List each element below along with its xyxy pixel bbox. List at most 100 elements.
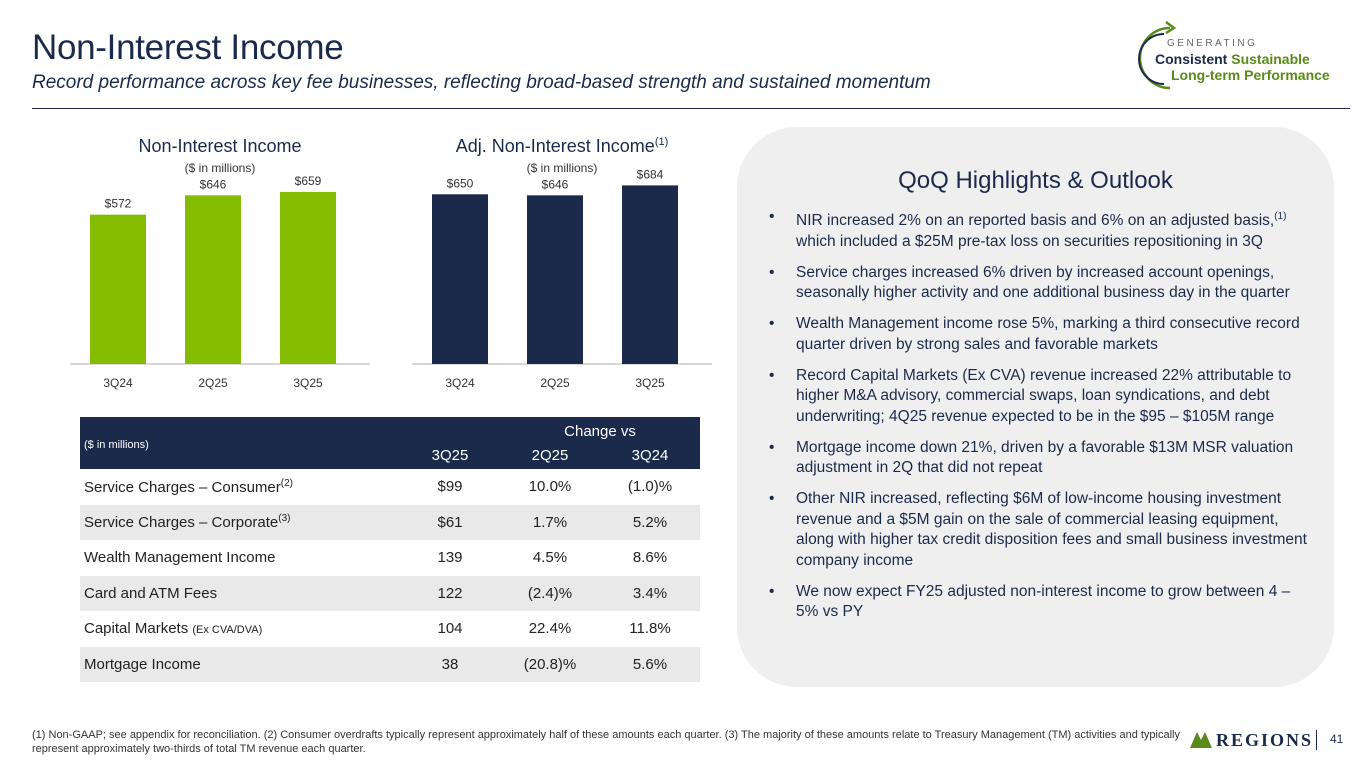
row-value: 1.7% bbox=[532, 513, 568, 531]
bar bbox=[622, 185, 678, 364]
footnote: (1) Non-GAAP; see appendix for reconcili… bbox=[32, 729, 1180, 755]
page-title: Non-Interest Income bbox=[32, 28, 344, 67]
row-label-note: (Ex CVA/DVA) bbox=[192, 624, 263, 637]
row-label: Wealth Management Income bbox=[80, 540, 400, 576]
x-tick-label: 3Q25 bbox=[293, 376, 323, 390]
x-tick-label: 3Q25 bbox=[635, 376, 665, 390]
highlight-item: • Mortgage income down 21%, driven by a f… bbox=[769, 438, 1309, 479]
header-divider bbox=[32, 108, 1350, 109]
row-value: 11.8% bbox=[629, 620, 671, 638]
bullet-icon: • bbox=[769, 315, 775, 333]
x-tick-label: 3Q24 bbox=[103, 376, 133, 390]
bar bbox=[527, 195, 583, 364]
bullet-icon: • bbox=[769, 366, 775, 384]
row-footnote: (3) bbox=[278, 513, 291, 525]
bar-data-label: $650 bbox=[447, 176, 474, 190]
bar-data-label: $684 bbox=[637, 167, 664, 181]
row-label: Service Charges – Consumer(2) bbox=[80, 469, 400, 505]
highlight-text: Wealth Management income rose 5%, markin… bbox=[796, 315, 1300, 353]
regions-leaf-icon bbox=[1190, 732, 1212, 748]
chart-subtitle: ($ in millions) bbox=[526, 161, 598, 175]
table-row: Service Charges – Corporate(3) $61 1.7% 5.2… bbox=[80, 504, 700, 541]
row-value: 3.4% bbox=[632, 584, 668, 602]
bar bbox=[432, 194, 488, 364]
tagline-longterm: Long-term Performance bbox=[1171, 67, 1330, 83]
bar bbox=[280, 191, 336, 364]
bullet-icon: • bbox=[769, 263, 775, 281]
tagline-generating: GENERATING bbox=[1167, 38, 1258, 49]
row-value: $61 bbox=[437, 513, 463, 531]
row-value: 10.0% bbox=[528, 478, 572, 496]
table-row: Capital Markets (Ex CVA/DVA) 104 22.4% 11.8… bbox=[80, 611, 700, 647]
highlight-text: Mortgage income down 21%, driven by a fa… bbox=[796, 438, 1294, 477]
tagline-line1: Consistent Sustainable bbox=[1155, 51, 1310, 67]
x-tick-label: 3Q24 bbox=[445, 376, 475, 390]
row-value: 8.6% bbox=[632, 549, 668, 567]
row-value: 5.2% bbox=[632, 513, 668, 531]
row-footnote: (2) bbox=[280, 477, 293, 489]
highlight-item: • Service charges increased 6% driven by … bbox=[769, 263, 1309, 304]
highlights-title: QoQ Highlights & Outlook bbox=[898, 167, 1173, 194]
row-value: 104 bbox=[437, 620, 463, 638]
chart-title-footnote: (1) bbox=[654, 136, 669, 148]
highlight-item: • Wealth Management income rose 5%, marki… bbox=[769, 314, 1309, 355]
nir-breakdown-table: ($ in millions) Change vs 3Q25 2Q25 3Q24… bbox=[80, 417, 700, 682]
chart-subtitle: ($ in millions) bbox=[184, 161, 256, 175]
chart-title-text: Adj. Non-Interest Income bbox=[455, 136, 655, 156]
row-value: $99 bbox=[437, 478, 463, 496]
bullet-icon: • bbox=[769, 438, 775, 456]
table-change-vs: Change vs bbox=[564, 422, 636, 440]
row-label-text: Wealth Management Income bbox=[84, 549, 276, 567]
highlight-item: • Record Capital Markets (Ex CVA) revenue… bbox=[769, 366, 1309, 428]
highlight-item: • Other NIR increased, reflecting $6M of … bbox=[769, 489, 1309, 571]
page-number: 41 bbox=[1330, 732, 1344, 746]
highlight-text-cont: which included a $25M pre-tax loss on se… bbox=[796, 232, 1263, 250]
table-row: Wealth Management Income 139 4.5% 8.6% bbox=[80, 540, 700, 576]
row-label: Mortgage Income bbox=[80, 647, 400, 683]
bar-data-label: $646 bbox=[542, 177, 569, 191]
tagline-consistent: Consistent bbox=[1155, 51, 1228, 67]
footer-divider bbox=[1316, 730, 1317, 750]
tagline-arc-icon bbox=[1138, 21, 1177, 90]
row-value: (20.8)% bbox=[523, 655, 577, 673]
adj-nir-chart: Adj. Non-Interest Income(1) ($ in millio… bbox=[412, 136, 712, 396]
highlight-item: • We now expect FY25 adjusted non-interes… bbox=[769, 582, 1309, 623]
nir-chart-plot: $572 3Q24 $646 2Q25 $659 3Q25 bbox=[70, 174, 370, 390]
regions-logo: REGIONS bbox=[1188, 726, 1311, 752]
highlights-list: • NIR increased 2% on an reported basis a… bbox=[769, 207, 1309, 633]
row-label-text: Service Charges – Corporate bbox=[84, 514, 279, 532]
bar-data-label: $646 bbox=[200, 177, 227, 191]
row-value: (2.4)% bbox=[527, 584, 573, 602]
chart-title: Adj. Non-Interest Income(1) bbox=[412, 136, 712, 157]
bullet-icon: • bbox=[769, 208, 775, 225]
x-tick-label: 2Q25 bbox=[540, 376, 570, 390]
table-row: Mortgage Income 38 (20.8)% 5.6% bbox=[80, 646, 700, 683]
row-label-text: Capital Markets bbox=[84, 620, 189, 638]
nir-chart: Non-Interest Income ($ in millions) $572… bbox=[70, 136, 370, 396]
page-subtitle: Record performance across key fee busine… bbox=[32, 72, 931, 93]
row-value: 139 bbox=[437, 549, 463, 567]
row-label-text: Mortgage Income bbox=[84, 655, 201, 673]
row-value: 22.4% bbox=[528, 620, 572, 638]
row-label-text: Card and ATM Fees bbox=[84, 584, 218, 602]
table-row: Card and ATM Fees 122 (2.4)% 3.4% bbox=[80, 575, 700, 611]
chart-title: Non-Interest Income bbox=[138, 136, 302, 156]
highlight-footnote: (1) bbox=[1274, 211, 1287, 222]
bar bbox=[90, 214, 146, 364]
bar-data-label: $659 bbox=[295, 174, 322, 188]
highlight-text: Other NIR increased, reflecting $6M of l… bbox=[796, 490, 1307, 569]
highlight-item: • NIR increased 2% on an reported basis a… bbox=[769, 207, 1309, 252]
row-label: Service Charges – Corporate(3) bbox=[80, 505, 400, 541]
highlight-text: Service charges increased 6% driven by i… bbox=[796, 263, 1290, 302]
highlights-panel: QoQ Highlights & Outlook • NIR increased … bbox=[737, 127, 1334, 687]
highlight-text: NIR increased 2% on an reported basis an… bbox=[796, 212, 1275, 230]
highlight-text: Record Capital Markets (Ex CVA) revenue … bbox=[796, 366, 1292, 425]
row-value: 122 bbox=[437, 584, 463, 602]
bullet-icon: • bbox=[769, 490, 775, 508]
table-col-header: 3Q25 bbox=[431, 446, 469, 464]
row-value: 4.5% bbox=[532, 549, 568, 567]
row-value: 5.6% bbox=[632, 655, 668, 673]
brand-tagline: GENERATING Consistent Sustainable Long-t… bbox=[1130, 20, 1350, 90]
row-value: (1.0)% bbox=[627, 478, 673, 496]
tagline-sustainable: Sustainable bbox=[1231, 51, 1310, 67]
